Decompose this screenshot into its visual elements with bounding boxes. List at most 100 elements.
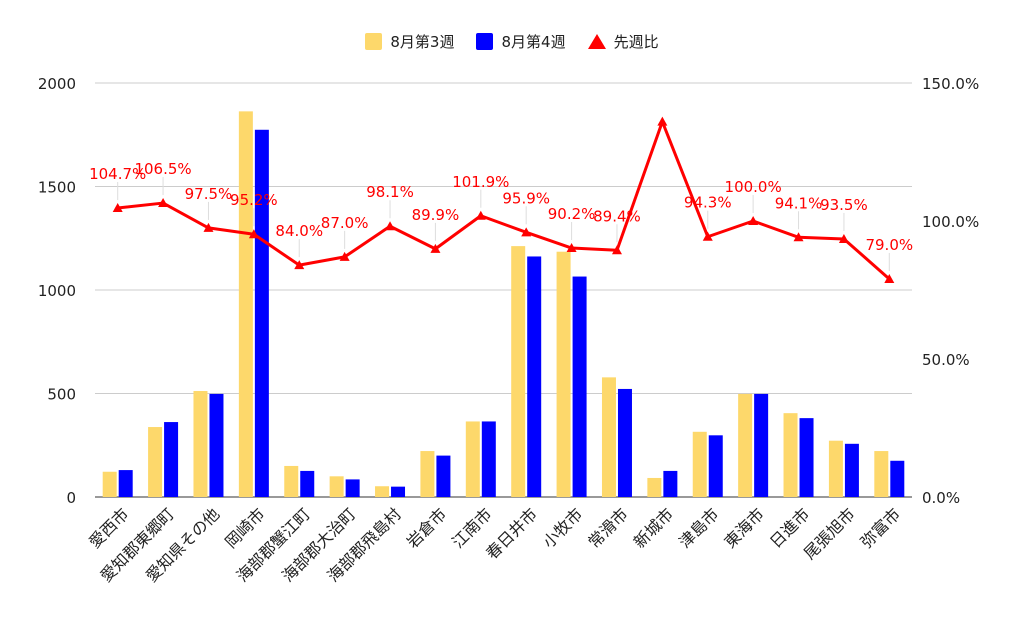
- bar-week3: [102, 471, 117, 497]
- ratio-point: [339, 251, 350, 261]
- bar-week4: [300, 470, 315, 497]
- left-tick-label: 2000: [38, 75, 76, 93]
- bar-week4: [844, 443, 859, 497]
- left-axis-ticks: 0 500 1000 1500 2000: [38, 75, 76, 507]
- legend-swatch-week3: [365, 32, 383, 50]
- right-axis-ticks: 0.0% 50.0% 100.0% 150.0%: [922, 75, 979, 507]
- bar-week4: [164, 422, 179, 497]
- bar-week3: [238, 111, 253, 497]
- bar-week3: [601, 377, 616, 497]
- legend-label-week4: 8月第4週: [501, 32, 566, 51]
- ratio-point: [702, 231, 713, 241]
- category-label: 春日井市: [482, 504, 541, 563]
- legend-item-week3: 8月第3週: [365, 31, 454, 52]
- ratio-data-label: 93.5%: [820, 196, 868, 214]
- ratio-data-label: 87.0%: [321, 214, 369, 232]
- left-tick-label: 1000: [38, 282, 76, 300]
- left-tick-label: 500: [47, 386, 76, 404]
- ratio-point: [657, 116, 668, 126]
- ratio-data-label: 94.1%: [775, 194, 823, 212]
- bar-week4: [799, 418, 814, 497]
- category-label: 岩倉市: [403, 504, 450, 551]
- bar-week3: [511, 246, 526, 497]
- ratio-data-label: 90.2%: [548, 205, 596, 223]
- bar-week3: [828, 440, 843, 497]
- bar-week4: [481, 421, 496, 497]
- right-tick-label: 0.0%: [922, 489, 960, 507]
- ratio-point: [566, 243, 577, 253]
- bar-week4: [527, 256, 542, 497]
- left-tick-label: 0: [66, 489, 76, 507]
- ratio-point: [521, 227, 532, 237]
- ratio-data-label: 97.5%: [185, 185, 233, 203]
- bar-week3: [465, 421, 480, 497]
- legend: 8月第3週 8月第4週 先週比: [0, 28, 1024, 54]
- ratio-point: [748, 216, 759, 225]
- ratio-data-label: 101.9%: [452, 173, 509, 191]
- bars: [102, 111, 905, 498]
- bar-week4: [572, 276, 587, 497]
- bar-week3: [329, 476, 344, 497]
- bar-week4: [890, 460, 905, 497]
- ratio-data-label: 95.2%: [230, 191, 278, 209]
- ratio-point: [430, 243, 441, 253]
- category-label: 尾張旭市: [800, 504, 859, 563]
- category-label: 小牧市: [539, 504, 586, 551]
- bar-week3: [193, 391, 208, 497]
- ratio-point: [385, 221, 396, 231]
- ratio-point: [793, 232, 804, 242]
- ratio-data-label: 89.4%: [593, 207, 641, 225]
- category-label: 新城市: [630, 504, 677, 551]
- bar-week4: [617, 388, 632, 497]
- ratio-data-label: 104.7%: [89, 165, 146, 183]
- bar-week4: [436, 455, 451, 497]
- bar-week4: [209, 393, 224, 497]
- ratio-point: [248, 229, 259, 239]
- bar-week4: [118, 470, 133, 497]
- ratio-data-label: 89.9%: [412, 206, 460, 224]
- bar-week4: [345, 479, 360, 497]
- bar-week4: [391, 486, 406, 497]
- category-label: 津島市: [675, 504, 722, 551]
- ratio-line-path: [117, 120, 891, 281]
- legend-item-ratio: 先週比: [587, 31, 659, 52]
- ratio-point: [294, 260, 305, 270]
- ratio-data-label: 79.0%: [865, 236, 913, 254]
- ratio-data-label: 84.0%: [275, 222, 323, 240]
- left-tick-label: 1500: [38, 179, 76, 197]
- category-label: 東海市: [721, 504, 768, 551]
- ratio-point: [475, 210, 486, 220]
- bar-week4: [663, 470, 678, 497]
- right-tick-label: 150.0%: [922, 75, 979, 93]
- ratio-data-label: 106.5%: [134, 160, 191, 178]
- legend-triangle-icon: [587, 33, 606, 49]
- bar-week3: [692, 431, 707, 497]
- category-labels: 愛西市愛知郡東郷町愛知県その他岡崎市海部郡蟹江町海部郡大治町海部郡飛島村岩倉市江…: [85, 504, 904, 585]
- ratio-point: [203, 222, 214, 232]
- bar-week3: [375, 486, 390, 497]
- ratio-point: [838, 233, 849, 243]
- ratio-data-label: 94.3%: [684, 194, 732, 212]
- ratio-line: 104.7%106.5% 97.5%95.2% 84.0%87.0% 98.1% 89.…: [89, 116, 913, 283]
- bar-week3: [148, 427, 163, 497]
- bar-week3: [420, 451, 435, 497]
- bar-week3: [783, 413, 798, 497]
- legend-item-week4: 8月第4週: [476, 31, 566, 52]
- right-tick-label: 100.0%: [922, 213, 979, 231]
- bar-week3: [647, 477, 662, 497]
- category-label: 常滑市: [584, 504, 631, 551]
- category-label: 弥富市: [857, 504, 904, 551]
- ratio-point: [611, 245, 622, 255]
- bar-week3: [874, 451, 889, 497]
- bar-week3: [738, 393, 753, 497]
- ratio-point: [112, 203, 123, 213]
- ratio-point: [158, 198, 169, 208]
- grid: [95, 82, 912, 498]
- bar-week3: [284, 465, 299, 497]
- bar-week4: [254, 129, 269, 498]
- bar-week4: [754, 393, 769, 497]
- legend-swatch-week4: [476, 32, 494, 50]
- bar-week4: [708, 435, 723, 497]
- legend-label-ratio: 先週比: [613, 32, 659, 51]
